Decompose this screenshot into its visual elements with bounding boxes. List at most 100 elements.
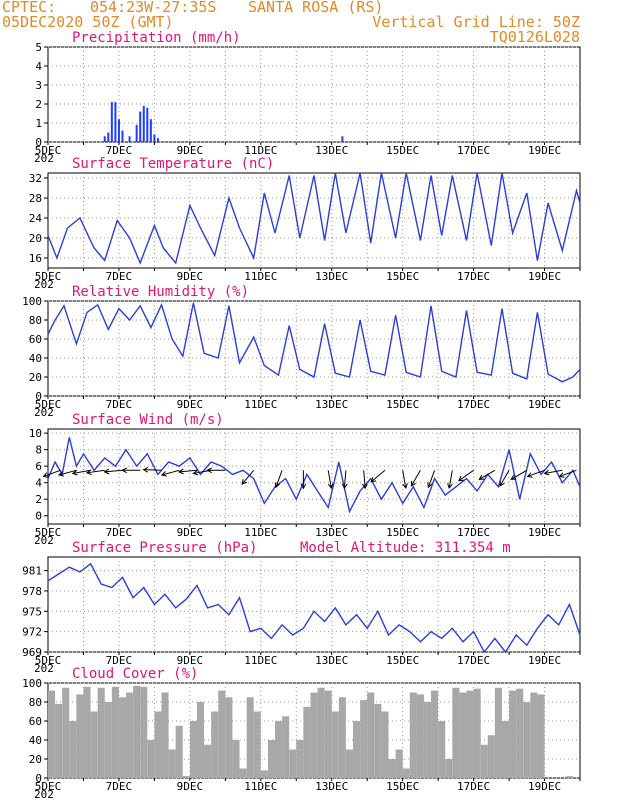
wind-arrow-head: [362, 483, 368, 490]
pressure-year-fragment: 202: [34, 662, 54, 675]
cloud-bar: [381, 711, 389, 778]
temperature-ytick-label: 16: [29, 252, 42, 265]
wind-xtick-label: 9DEC: [177, 526, 204, 539]
cloud-bar: [523, 702, 531, 778]
cloud-bar: [118, 697, 127, 778]
precip-xtick-label: 9DEC: [177, 144, 204, 157]
precip-bar: [135, 124, 138, 142]
cloud-bar: [487, 735, 495, 778]
pressure-xtick-label: 17DEC: [457, 654, 490, 667]
wind-xtick-label: 5DEC: [35, 526, 62, 539]
wind-arrow-head: [526, 472, 533, 478]
pressure-frame: [47, 556, 581, 653]
wind-arrow-head: [103, 468, 110, 475]
precip-frame: [47, 46, 581, 143]
pressure-xtick-label: 13DEC: [315, 654, 348, 667]
pressure-title: Surface Pressure (hPa): [72, 540, 257, 556]
precip-bar: [117, 119, 120, 142]
wind-ytick-label: 8: [35, 444, 42, 457]
cloud-bar: [466, 690, 474, 778]
wind-arrow: [327, 470, 332, 489]
humidity-xtick-label: 5DEC: [35, 398, 62, 411]
wind-arrow-head: [341, 483, 348, 490]
wind-arrow: [343, 470, 347, 489]
wind-arrow: [86, 469, 105, 474]
cloud-bar: [104, 702, 112, 778]
cloud-xtick-label: 13DEC: [315, 780, 348, 793]
cloud-bar: [168, 749, 176, 778]
wind-xtick-label: 13DEC: [315, 526, 348, 539]
wind-xtick-label: 15DEC: [386, 526, 419, 539]
precip-bar: [153, 134, 156, 142]
cloud-bar: [111, 686, 119, 778]
pressure-xtick-label: 7DEC: [106, 654, 133, 667]
wind-arrow-head: [543, 469, 550, 476]
cloud-bar: [395, 749, 403, 778]
cloud-bar: [445, 759, 453, 778]
wind-arrow-head: [558, 472, 565, 478]
temperature-ytick-label: 24: [29, 212, 43, 225]
cloud-xtick-label: 5DEC: [35, 780, 62, 793]
wind-arrow-head: [327, 483, 334, 490]
humidity-ytick-label: 100: [22, 295, 42, 308]
cloud-bar: [353, 721, 361, 778]
precip-bar: [103, 136, 106, 142]
cloud-bar: [90, 711, 98, 778]
humidity-ytick-label: 80: [29, 314, 42, 327]
humidity-line: [47, 302, 581, 383]
cloud-bar: [76, 694, 84, 778]
cloud-bar: [218, 690, 226, 778]
temperature-xtick-label: 11DEC: [244, 270, 277, 283]
pressure-xtick-label: 19DEC: [528, 654, 561, 667]
cloud-bar: [211, 711, 219, 778]
cloud-bar: [438, 721, 446, 778]
cloud-xtick-label: 19DEC: [528, 780, 561, 793]
humidity-title: Relative Humidity (%): [72, 284, 249, 300]
cloud-xtick-label: 11DEC: [244, 780, 277, 793]
header-run-id: TQ0126L028: [490, 28, 580, 46]
cloud-bar: [97, 687, 105, 778]
temperature-xtick-label: 19DEC: [528, 270, 561, 283]
wind-arrow-head: [300, 483, 307, 490]
wind-arrow: [370, 469, 386, 483]
pressure-panel: 5DEC 7DEC 9DEC 11DEC 13DEC 15DEC 17DEC 19DEC 202…: [22, 556, 581, 675]
humidity-xtick-label: 13DEC: [315, 398, 348, 411]
pressure-ytick-label: 978: [22, 585, 42, 598]
wind-xtick-label: 7DEC: [106, 526, 133, 539]
cloud-bar: [246, 697, 254, 778]
cloud-bar: [253, 711, 261, 778]
cloud-year-fragment: 202: [34, 788, 54, 800]
pressure-xtick-label: 15DEC: [386, 654, 419, 667]
humidity-xtick-label: 11DEC: [244, 398, 277, 411]
cloud-bar: [402, 768, 410, 778]
temperature-ytick-label: 20: [29, 232, 42, 245]
cloud-bar: [473, 688, 481, 778]
precip-bar: [128, 136, 131, 142]
wind-arrow-head: [510, 474, 517, 480]
wind-arrow: [72, 469, 91, 474]
humidity-xtick-label: 17DEC: [457, 398, 490, 411]
wind-arrow-head: [192, 469, 199, 476]
temperature-line: [47, 172, 581, 265]
wind-arrow: [510, 469, 528, 480]
temperature-ytick-label: 28: [29, 192, 42, 205]
cloud-xtick-label: 7DEC: [106, 780, 133, 793]
wind-arrow-head: [427, 482, 433, 489]
wind-year-fragment: 202: [34, 534, 54, 547]
precip-bar: [139, 111, 142, 142]
wind-arrow: [527, 469, 545, 477]
wind-arrow-head: [410, 480, 416, 487]
cloud-bar: [140, 686, 148, 778]
precip-bar: [110, 102, 113, 142]
precip-bar: [341, 136, 344, 142]
cloud-bar: [331, 711, 339, 778]
cloud-bar: [147, 740, 155, 778]
cloud-bar: [274, 721, 283, 778]
cloud-bar: [282, 716, 290, 778]
cloud-title: Cloud Cover (%): [72, 666, 198, 682]
cloud-bar: [296, 740, 304, 778]
wind-frame: [47, 428, 581, 525]
precip-xtick-label: 13DEC: [315, 144, 348, 157]
humidity-xtick-label: 7DEC: [106, 398, 133, 411]
